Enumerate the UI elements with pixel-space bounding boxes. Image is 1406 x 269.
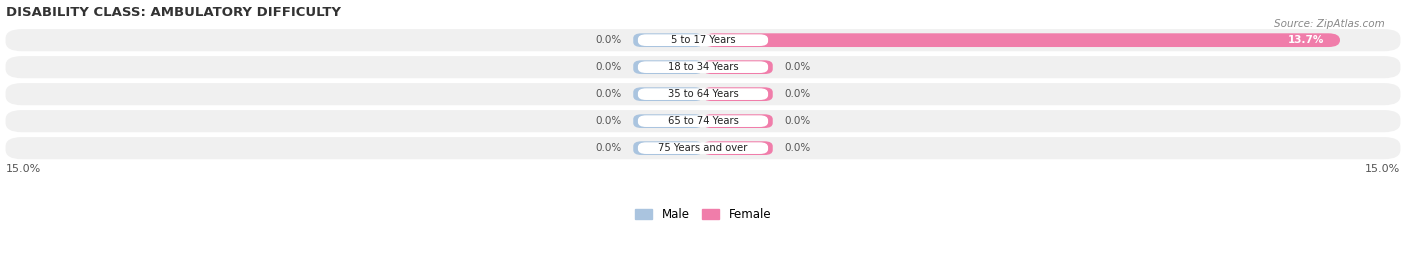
FancyBboxPatch shape xyxy=(633,114,703,128)
Text: 75 Years and over: 75 Years and over xyxy=(658,143,748,153)
Text: 0.0%: 0.0% xyxy=(785,116,811,126)
FancyBboxPatch shape xyxy=(6,56,1400,78)
FancyBboxPatch shape xyxy=(633,60,703,74)
Text: 18 to 34 Years: 18 to 34 Years xyxy=(668,62,738,72)
Text: 0.0%: 0.0% xyxy=(785,89,811,99)
Text: 15.0%: 15.0% xyxy=(1365,164,1400,174)
Text: 13.7%: 13.7% xyxy=(1288,35,1323,45)
Text: Source: ZipAtlas.com: Source: ZipAtlas.com xyxy=(1274,19,1385,29)
FancyBboxPatch shape xyxy=(638,34,768,46)
Text: 0.0%: 0.0% xyxy=(595,35,621,45)
Legend: Male, Female: Male, Female xyxy=(630,203,776,226)
FancyBboxPatch shape xyxy=(633,87,703,101)
FancyBboxPatch shape xyxy=(6,137,1400,159)
Text: 0.0%: 0.0% xyxy=(595,62,621,72)
FancyBboxPatch shape xyxy=(6,29,1400,51)
Text: 35 to 64 Years: 35 to 64 Years xyxy=(668,89,738,99)
FancyBboxPatch shape xyxy=(6,83,1400,105)
FancyBboxPatch shape xyxy=(703,87,773,101)
FancyBboxPatch shape xyxy=(638,115,768,127)
Text: DISABILITY CLASS: AMBULATORY DIFFICULTY: DISABILITY CLASS: AMBULATORY DIFFICULTY xyxy=(6,6,340,19)
FancyBboxPatch shape xyxy=(633,141,703,155)
FancyBboxPatch shape xyxy=(6,110,1400,132)
FancyBboxPatch shape xyxy=(638,142,768,154)
FancyBboxPatch shape xyxy=(703,141,773,155)
Text: 0.0%: 0.0% xyxy=(785,62,811,72)
FancyBboxPatch shape xyxy=(638,88,768,100)
FancyBboxPatch shape xyxy=(703,33,1340,47)
FancyBboxPatch shape xyxy=(638,61,768,73)
Text: 0.0%: 0.0% xyxy=(785,143,811,153)
Text: 65 to 74 Years: 65 to 74 Years xyxy=(668,116,738,126)
Text: 0.0%: 0.0% xyxy=(595,89,621,99)
Text: 5 to 17 Years: 5 to 17 Years xyxy=(671,35,735,45)
Text: 15.0%: 15.0% xyxy=(6,164,41,174)
FancyBboxPatch shape xyxy=(633,33,703,47)
Text: 0.0%: 0.0% xyxy=(595,143,621,153)
FancyBboxPatch shape xyxy=(703,60,773,74)
FancyBboxPatch shape xyxy=(703,114,773,128)
Text: 0.0%: 0.0% xyxy=(595,116,621,126)
